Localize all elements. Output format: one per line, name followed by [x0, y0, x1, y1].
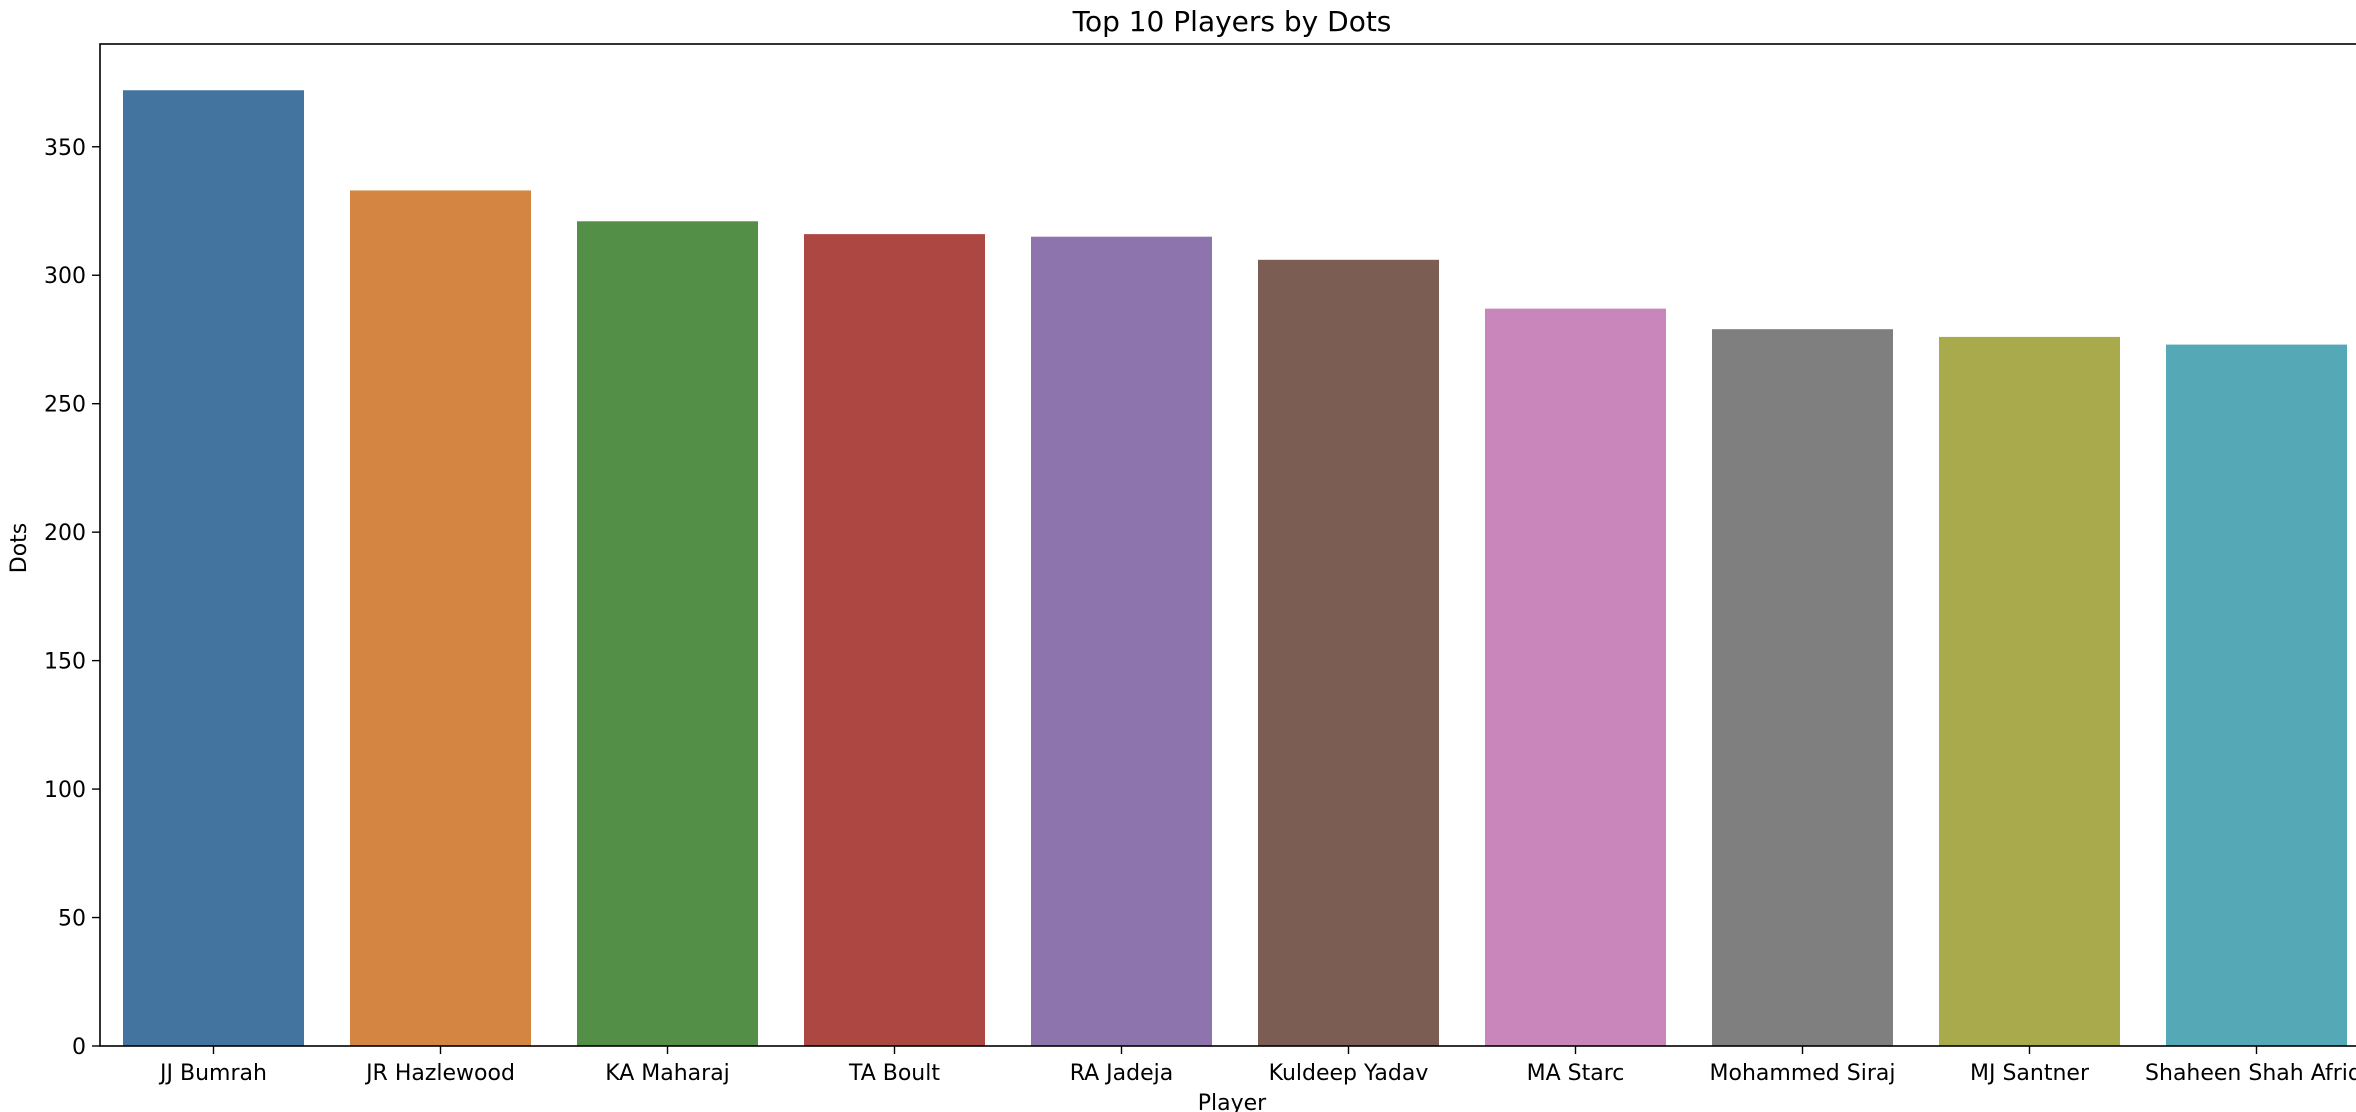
bars-group — [123, 90, 2347, 1047]
chart-title: Top 10 Players by Dots — [1072, 5, 1392, 38]
y-tick-label: 50 — [58, 907, 86, 932]
x-tick-label: RA Jadeja — [1070, 1061, 1174, 1086]
y-tick-label: 200 — [44, 521, 86, 546]
y-axis: 0 50 100 150 200 250 300 350 — [44, 136, 100, 1060]
bar — [577, 221, 758, 1046]
y-tick-label: 350 — [44, 136, 86, 161]
bar — [1939, 336, 2120, 1046]
y-tick-label: 300 — [44, 264, 86, 289]
bar — [1031, 236, 1212, 1046]
x-tick-label: JJ Bumrah — [158, 1061, 267, 1086]
bar — [804, 234, 985, 1047]
y-tick-label: 150 — [44, 650, 86, 675]
x-tick-label: MJ Santner — [1970, 1061, 2090, 1086]
y-tick-label: 0 — [72, 1035, 86, 1060]
x-tick-label: Mohammed Siraj — [1710, 1061, 1896, 1086]
bar — [350, 190, 531, 1046]
plot-frame — [99, 43, 2356, 1047]
x-axis: JJ Bumrah JR Hazlewood KA Maharaj TA Boult R… — [158, 1046, 2356, 1086]
x-axis-label: Player — [1198, 1091, 1267, 1112]
x-tick-label: Shaheen Shah Afridi — [2145, 1061, 2356, 1086]
bar — [1258, 259, 1439, 1046]
y-tick-label: 250 — [44, 393, 86, 418]
x-tick-label: TA Boult — [848, 1061, 940, 1086]
bar — [1712, 329, 1893, 1047]
x-tick-label: KA Maharaj — [605, 1061, 730, 1086]
bar — [2166, 344, 2347, 1047]
bar — [1485, 308, 1666, 1047]
x-tick-label: Kuldeep Yadav — [1269, 1061, 1429, 1086]
bar — [123, 90, 304, 1046]
x-tick-label: JR Hazlewood — [364, 1061, 515, 1086]
x-tick-label: MA Starc — [1527, 1061, 1625, 1086]
y-axis-label: Dots — [7, 523, 32, 574]
y-tick-label: 100 — [44, 778, 86, 803]
